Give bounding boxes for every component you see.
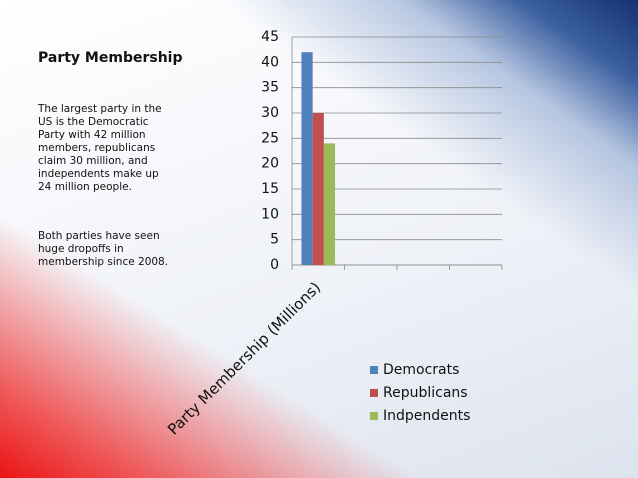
bar: [312, 113, 324, 265]
y-tick-label: 15: [261, 181, 279, 197]
x-tick-label: Party Membership (Millions): [164, 278, 324, 438]
legend-label: Republicans: [383, 385, 468, 401]
legend-label: Indpendents: [383, 408, 470, 424]
legend-swatch: [370, 389, 378, 397]
bar: [323, 143, 336, 265]
legend-label: Democrats: [383, 362, 459, 378]
paragraph: The largest party in the US is the Democ…: [38, 103, 162, 193]
y-tick-label: 40: [261, 54, 279, 70]
y-tick-label: 5: [270, 232, 279, 248]
y-tick-label: 10: [261, 206, 279, 222]
legend-swatch: [370, 366, 378, 374]
y-tick-label: 20: [261, 156, 279, 172]
legend-swatch: [370, 412, 378, 420]
slide-title: Party Membership: [38, 50, 183, 66]
y-tick-label: 25: [261, 130, 279, 146]
y-tick-label: 35: [261, 80, 279, 96]
bar: [301, 52, 313, 266]
y-tick-label: 30: [261, 105, 279, 121]
paragraph: Both parties have seen huge dropoffs in …: [38, 230, 169, 268]
y-tick-label: 45: [261, 29, 279, 45]
y-tick-label: 0: [270, 257, 279, 273]
